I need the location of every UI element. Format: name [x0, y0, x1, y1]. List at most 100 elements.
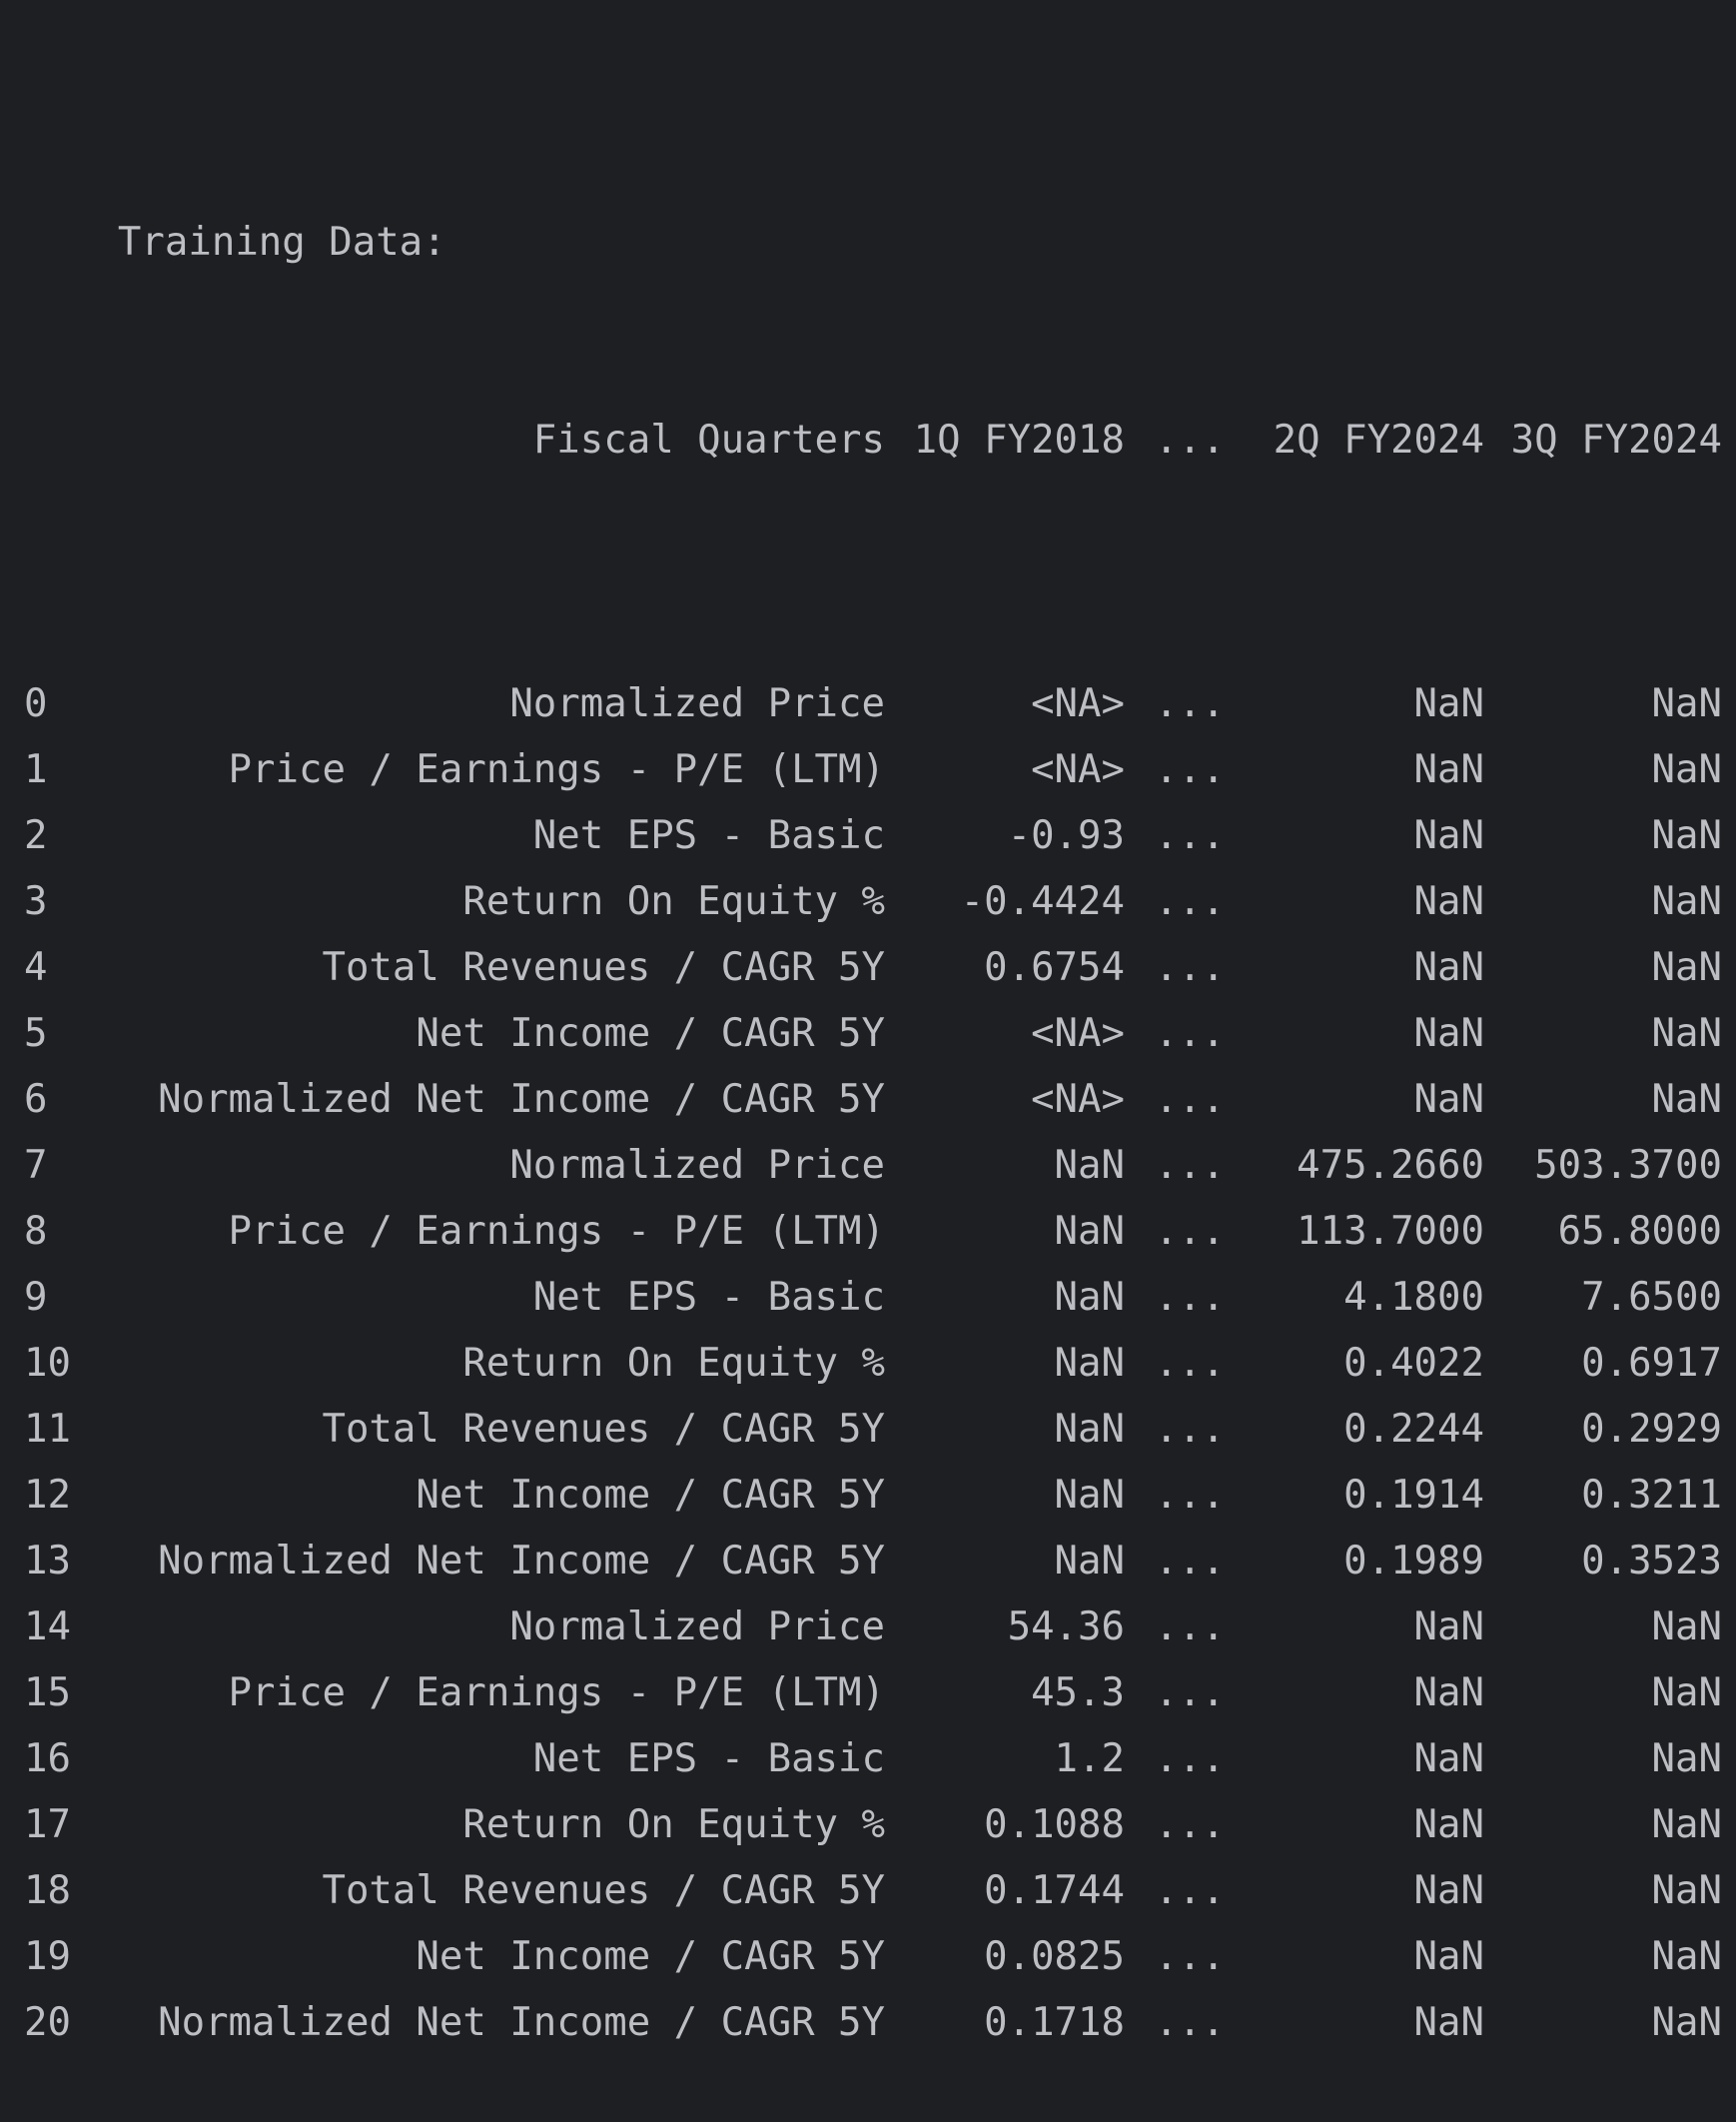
table-row: 15 Price / Earnings - P/E (LTM) 45.3... NaN…	[24, 1660, 1722, 1726]
cell-1q-fy2018: NaN	[1054, 1539, 1125, 1584]
table-row: 9 Net EPS - Basic NaN... 4.1800 7.6500	[24, 1265, 1722, 1331]
cell-ellipsis: ...	[1155, 1934, 1226, 1979]
cell-3q-fy2024: NaN	[1651, 681, 1722, 726]
cell-3q-fy2024: NaN	[1651, 1868, 1722, 1913]
row-label: Price / Earnings - P/E (LTM)	[228, 1670, 885, 1715]
cell-3q-fy2024: 0.6917	[1581, 1341, 1722, 1386]
table-row: 17 Return On Equity % 0.1088... NaN NaN	[24, 1792, 1722, 1858]
row-index: 5	[24, 1011, 48, 1056]
row-index: 15	[24, 1670, 71, 1715]
row-index: 7	[24, 1143, 48, 1188]
row-label: Net Income / CAGR 5Y	[416, 1473, 885, 1518]
row-index: 14	[24, 1604, 71, 1649]
header-fiscal-quarters: Fiscal Quarters	[532, 418, 885, 463]
cell-2q-fy2024: 113.7000	[1297, 1209, 1484, 1254]
table-row: 5 Net Income / CAGR 5Y <NA>... NaN NaN	[24, 1001, 1722, 1067]
row-label: Normalized Price	[509, 1604, 885, 1649]
cell-3q-fy2024: NaN	[1651, 1736, 1722, 1781]
cell-ellipsis: ...	[1155, 1341, 1226, 1386]
cell-ellipsis: ...	[1155, 879, 1226, 924]
cell-2q-fy2024: NaN	[1413, 1802, 1484, 1847]
table-row: 20 Normalized Net Income / CAGR 5Y 0.1718.…	[24, 1990, 1722, 2056]
cell-ellipsis: ...	[1155, 1670, 1226, 1715]
cell-3q-fy2024: 7.6500	[1581, 1275, 1722, 1320]
row-label: Net Income / CAGR 5Y	[416, 1934, 885, 1979]
row-index: 16	[24, 1736, 71, 1781]
cell-3q-fy2024: 65.8000	[1557, 1209, 1722, 1254]
row-label: Net Income / CAGR 5Y	[416, 1011, 885, 1056]
row-index: 13	[24, 1539, 71, 1584]
cell-ellipsis: ...	[1155, 747, 1226, 792]
row-label: Net EPS - Basic	[532, 1275, 885, 1320]
cell-3q-fy2024: 0.2929	[1581, 1407, 1722, 1452]
cell-ellipsis: ...	[1155, 681, 1226, 726]
cell-1q-fy2018: -0.4424	[960, 879, 1125, 924]
table-row: 16 Net EPS - Basic 1.2... NaN NaN	[24, 1726, 1722, 1792]
cell-2q-fy2024: 4.1800	[1343, 1275, 1484, 1320]
row-label: Normalized Net Income / CAGR 5Y	[158, 1077, 885, 1122]
cell-ellipsis: ...	[1155, 1275, 1226, 1320]
row-label: Normalized Net Income / CAGR 5Y	[158, 2000, 885, 2045]
cell-ellipsis: ...	[1155, 1143, 1226, 1188]
dataframe-rows: 0 Normalized Price <NA>... NaN NaN 1 Price / E…	[24, 671, 1722, 2056]
dataframe-header: Fiscal Quarters 1Q FY2018 ... 2Q FY2024 …	[24, 408, 1722, 474]
row-index: 0	[24, 681, 48, 726]
header-2q-fy2024: 2Q FY2024	[1273, 418, 1484, 463]
row-index: 11	[24, 1407, 71, 1452]
table-row: 11 Total Revenues / CAGR 5Y NaN... 0.2244 0.…	[24, 1397, 1722, 1463]
cell-1q-fy2018: NaN	[1054, 1341, 1125, 1386]
row-label: Price / Earnings - P/E (LTM)	[228, 747, 885, 792]
console-output: Training Data: Fiscal Quarters 1Q FY2018…	[24, 12, 1722, 2122]
table-row: 7 Normalized Price NaN... 475.2660 503.3700	[24, 1133, 1722, 1199]
cell-ellipsis: ...	[1155, 1604, 1226, 1649]
cell-1q-fy2018: NaN	[1054, 1143, 1125, 1188]
row-label: Return On Equity %	[462, 1341, 885, 1386]
table-row: 3 Return On Equity % -0.4424... NaN NaN	[24, 869, 1722, 935]
cell-ellipsis: ...	[1155, 1209, 1226, 1254]
cell-2q-fy2024: NaN	[1413, 747, 1484, 792]
cell-2q-fy2024: NaN	[1413, 813, 1484, 858]
header-ellipsis: ...	[1155, 418, 1226, 463]
cell-2q-fy2024: 0.4022	[1343, 1341, 1484, 1386]
row-label: Normalized Price	[509, 1143, 885, 1188]
cell-ellipsis: ...	[1155, 813, 1226, 858]
cell-1q-fy2018: <NA>	[1031, 1011, 1125, 1056]
cell-1q-fy2018: NaN	[1054, 1473, 1125, 1518]
cell-ellipsis: ...	[1155, 2000, 1226, 2045]
row-index: 20	[24, 2000, 71, 2045]
cell-3q-fy2024: 0.3211	[1581, 1473, 1722, 1518]
cell-2q-fy2024: NaN	[1413, 1934, 1484, 1979]
row-label: Return On Equity %	[462, 879, 885, 924]
row-index: 17	[24, 1802, 71, 1847]
cell-ellipsis: ...	[1155, 1736, 1226, 1781]
cell-3q-fy2024: NaN	[1651, 747, 1722, 792]
cell-1q-fy2018: NaN	[1054, 1407, 1125, 1452]
cell-3q-fy2024: 503.3700	[1534, 1143, 1722, 1188]
cell-3q-fy2024: NaN	[1651, 1077, 1722, 1122]
row-label: Return On Equity %	[462, 1802, 885, 1847]
cell-1q-fy2018: 1.2	[1054, 1736, 1125, 1781]
table-row: 18 Total Revenues / CAGR 5Y 0.1744... NaN Na…	[24, 1858, 1722, 1924]
table-row: 12 Net Income / CAGR 5Y NaN... 0.1914 0.3211	[24, 1463, 1722, 1529]
row-index: 19	[24, 1934, 71, 1979]
table-row: 14 Normalized Price 54.36... NaN NaN	[24, 1594, 1722, 1660]
row-label: Net EPS - Basic	[532, 1736, 885, 1781]
cell-3q-fy2024: NaN	[1651, 1802, 1722, 1847]
cell-2q-fy2024: NaN	[1413, 1604, 1484, 1649]
cell-1q-fy2018: 0.1718	[984, 2000, 1125, 2045]
row-index: 4	[24, 945, 48, 990]
cell-2q-fy2024: NaN	[1413, 1011, 1484, 1056]
cell-1q-fy2018: <NA>	[1031, 747, 1125, 792]
cell-3q-fy2024: NaN	[1651, 945, 1722, 990]
header-3q-fy2024: 3Q FY2024	[1510, 418, 1722, 463]
cell-2q-fy2024: 0.2244	[1343, 1407, 1484, 1452]
cell-3q-fy2024: NaN	[1651, 813, 1722, 858]
row-index: 12	[24, 1473, 71, 1518]
cell-2q-fy2024: 0.1914	[1343, 1473, 1484, 1518]
table-row: 13 Normalized Net Income / CAGR 5Y NaN... 0…	[24, 1529, 1722, 1594]
row-label: Normalized Price	[509, 681, 885, 726]
cell-1q-fy2018: 0.1088	[984, 1802, 1125, 1847]
table-row: 2 Net EPS - Basic -0.93... NaN NaN	[24, 803, 1722, 869]
cell-2q-fy2024: NaN	[1413, 945, 1484, 990]
cell-1q-fy2018: 54.36	[1007, 1604, 1125, 1649]
